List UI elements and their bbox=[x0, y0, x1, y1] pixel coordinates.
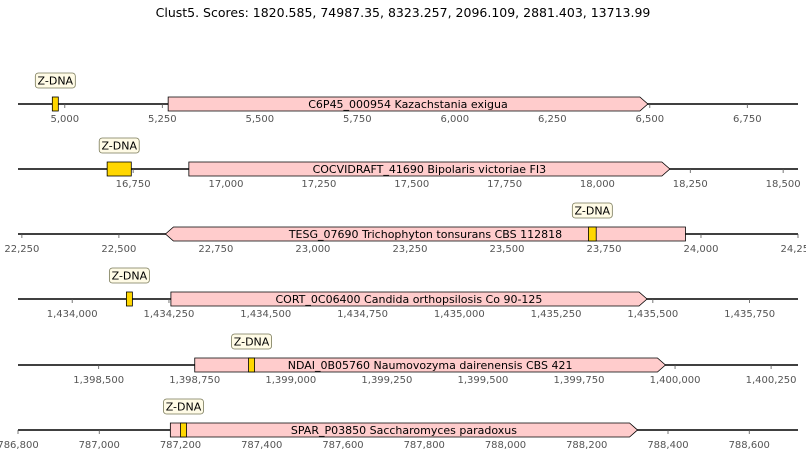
motif-label: Z-DNA bbox=[234, 336, 270, 349]
axis-tick-label: 1,399,500 bbox=[457, 375, 508, 386]
axis-tick-label: 1,400,000 bbox=[650, 375, 701, 386]
motif-label: Z-DNA bbox=[112, 270, 148, 283]
axis-tick-label: 1,434,250 bbox=[144, 309, 195, 320]
axis-tick-label: 788,400 bbox=[647, 440, 688, 451]
axis-tick-label: 24,000 bbox=[683, 244, 718, 255]
axis-tick-label: 1,435,500 bbox=[627, 309, 678, 320]
motif-label-box bbox=[34, 72, 76, 89]
axis-tick-label: 5,750 bbox=[343, 114, 372, 125]
axis-tick-label: 1,399,750 bbox=[554, 375, 605, 386]
axis-tick-label: 6,750 bbox=[733, 114, 762, 125]
axis-tick-label: 786,800 bbox=[0, 440, 39, 451]
gene-label: SPAR_P03850 Saccharomyces paradoxus bbox=[291, 424, 517, 437]
gene-arrow bbox=[169, 422, 639, 438]
motif-label: Z-DNA bbox=[101, 140, 137, 153]
axis-tick-label: 23,500 bbox=[489, 244, 524, 255]
axis-tick-label: 1,434,750 bbox=[337, 309, 388, 320]
axis-tick-label: 17,250 bbox=[301, 179, 336, 190]
gene-arrow bbox=[164, 226, 686, 242]
motif-label-box bbox=[108, 267, 150, 284]
motif-label-box bbox=[163, 398, 204, 415]
axis-tick-label: 1,435,750 bbox=[724, 309, 775, 320]
motif-label-box bbox=[98, 137, 140, 154]
axis-tick-label: 1,399,250 bbox=[361, 375, 412, 386]
gene-arrow bbox=[170, 291, 648, 307]
axis-tick-label: 787,400 bbox=[241, 440, 282, 451]
z-dna-motif bbox=[588, 226, 597, 242]
gene-label: C6P45_000954 Kazachstania exigua bbox=[308, 98, 507, 111]
motif-label: Z-DNA bbox=[575, 205, 611, 218]
motif-label-box bbox=[571, 202, 613, 219]
axis-tick-label: 18,000 bbox=[580, 179, 615, 190]
gene-label: CORT_0C06400 Candida orthopsilosis Co 90… bbox=[275, 293, 542, 306]
axis-tick-label: 1,398,500 bbox=[73, 375, 124, 386]
gene-arrow bbox=[188, 161, 671, 177]
axis-tick-label: 18,500 bbox=[766, 179, 801, 190]
axis-tick-label: 1,400,250 bbox=[746, 375, 797, 386]
gene-label: TESG_07690 Trichophyton tonsurans CBS 11… bbox=[288, 228, 562, 241]
axis-tick-label: 22,500 bbox=[101, 244, 136, 255]
axis-tick-label: 6,500 bbox=[635, 114, 664, 125]
motif-label: Z-DNA bbox=[166, 401, 202, 414]
axis-tick-label: 1,398,750 bbox=[169, 375, 220, 386]
axis-tick-label: 17,500 bbox=[394, 179, 429, 190]
motif-label: Z-DNA bbox=[38, 75, 74, 88]
motif-label-box bbox=[231, 333, 272, 350]
axis-tick-label: 788,200 bbox=[566, 440, 607, 451]
axis-tick-label: 6,000 bbox=[440, 114, 469, 125]
z-dna-motif bbox=[248, 357, 255, 373]
axis-tick-label: 1,435,250 bbox=[531, 309, 582, 320]
axis-tick-label: 16,750 bbox=[116, 179, 151, 190]
axis-tick-label: 1,435,000 bbox=[434, 309, 485, 320]
axis-tick-label: 23,250 bbox=[392, 244, 427, 255]
figure-title: Clust5. Scores: 1820.585, 74987.35, 8323… bbox=[155, 5, 651, 20]
z-dna-motif bbox=[180, 422, 187, 438]
axis-tick-label: 5,000 bbox=[50, 114, 79, 125]
axis-tick-label: 787,200 bbox=[160, 440, 201, 451]
gene-label: COCVIDRAFT_41690 Bipolaris victoriae FI3 bbox=[313, 163, 547, 176]
z-dna-motif bbox=[106, 161, 132, 177]
axis-tick-label: 787,000 bbox=[79, 440, 120, 451]
axis-tick-label: 22,250 bbox=[4, 244, 39, 255]
axis-tick-label: 787,600 bbox=[322, 440, 363, 451]
axis-tick-label: 5,500 bbox=[245, 114, 274, 125]
axis-tick-label: 23,750 bbox=[586, 244, 621, 255]
axis-tick-label: 18,250 bbox=[673, 179, 708, 190]
gene-arrow bbox=[167, 96, 649, 112]
axis-tick-label: 22,750 bbox=[198, 244, 233, 255]
axis-tick-label: 1,434,500 bbox=[240, 309, 291, 320]
z-dna-motif bbox=[125, 291, 133, 307]
gene-arrow bbox=[194, 357, 667, 373]
axis-tick-label: 23,000 bbox=[295, 244, 330, 255]
axis-tick-label: 788,000 bbox=[485, 440, 526, 451]
axis-tick-label: 788,600 bbox=[729, 440, 770, 451]
axis-tick-label: 17,750 bbox=[487, 179, 522, 190]
axis-tick-label: 787,800 bbox=[404, 440, 445, 451]
axis-tick-label: 6,250 bbox=[538, 114, 567, 125]
axis-tick-label: 1,399,000 bbox=[265, 375, 316, 386]
gene-label: NDAI_0B05760 Naumovozyma dairenensis CBS… bbox=[288, 359, 573, 372]
axis-tick-label: 17,000 bbox=[209, 179, 244, 190]
axis-tick-label: 5,250 bbox=[148, 114, 177, 125]
axis-tick-label: 1,434,000 bbox=[47, 309, 98, 320]
axis-tick-label: 24,250 bbox=[781, 244, 806, 255]
z-dna-motif bbox=[51, 96, 59, 112]
